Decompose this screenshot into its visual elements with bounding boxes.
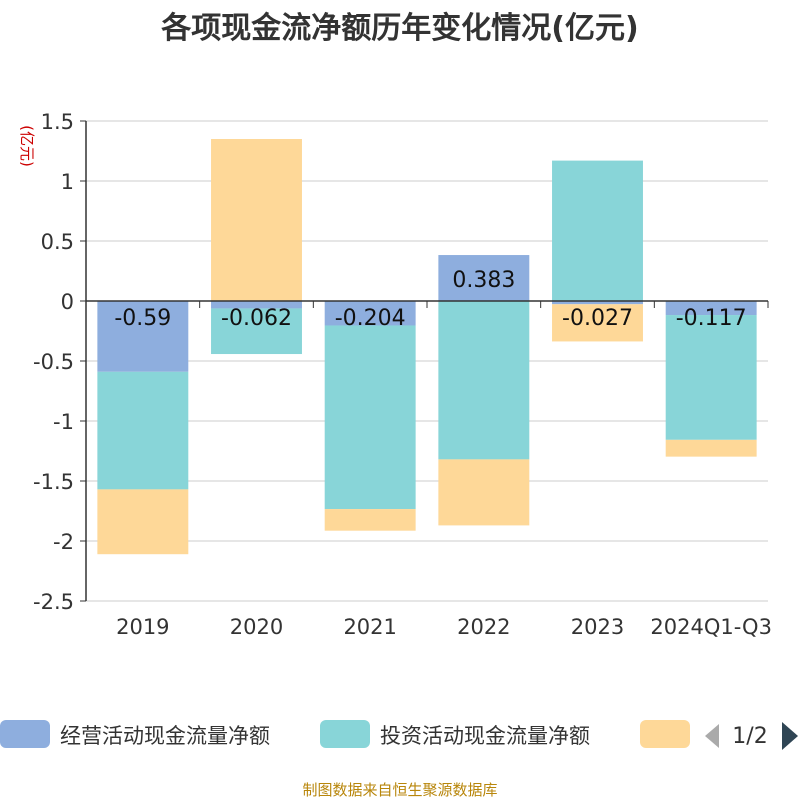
y-tick-label: 1.5 — [41, 110, 74, 134]
data-label: -0.062 — [221, 306, 292, 331]
y-axis-unit: (亿元) — [18, 125, 36, 167]
x-tick-label: 2021 — [343, 615, 396, 639]
bar-series2-2020 — [211, 308, 302, 355]
y-tick-label: -2 — [53, 530, 74, 554]
y-tick-label: 0.5 — [41, 230, 74, 254]
bar-series2-2021 — [324, 325, 416, 510]
bar-series3-2024Q1-Q3 — [665, 439, 757, 457]
grid-lines — [86, 120, 768, 602]
bar-series1-2021 — [324, 301, 416, 326]
data-labels-layer: -0.59 -0.062 -0.204 0.383 -0.027 -0.117 — [114, 268, 746, 331]
bar-series3-2021 — [324, 509, 416, 531]
data-source: 制图数据来自恒生聚源数据库 — [302, 781, 497, 799]
legend-label-2[interactable]: 投资活动现金流量净额 — [380, 724, 590, 748]
bar-series3-2023 — [552, 304, 643, 342]
x-tick-label: 2024Q1-Q3 — [650, 615, 772, 639]
legend-page-number: 1/2 — [732, 724, 767, 749]
data-label: -0.027 — [562, 306, 633, 331]
legend: 经营活动现金流量净额 投资活动现金流量净额 — [0, 720, 690, 748]
legend-swatch-3[interactable] — [640, 720, 690, 748]
chart-title: 各项现金流净额历年变化情况(亿元) — [160, 11, 638, 46]
bar-series2-2023 — [552, 160, 643, 301]
bar-series1-2020 — [211, 301, 302, 309]
legend-pager: 1/2 — [705, 722, 798, 750]
bar-series2-2019 — [97, 371, 189, 490]
bar-series1-2024Q1-Q3 — [665, 301, 757, 316]
bar-series3-2022 — [438, 459, 530, 526]
bar-series3-2019 — [97, 489, 189, 555]
bar-series2-2024Q1-Q3 — [665, 315, 757, 440]
x-tick-label: 2020 — [230, 615, 283, 639]
bar-series1-2022 — [438, 255, 530, 301]
x-tick-label: 2022 — [457, 615, 510, 639]
bar-series1-2019 — [97, 301, 189, 372]
y-tick-label: -1.5 — [33, 470, 74, 494]
x-tick-label: 2019 — [116, 615, 169, 639]
data-label: -0.204 — [335, 306, 406, 331]
bar-series3-2020 — [211, 139, 302, 301]
legend-swatch-2[interactable] — [320, 720, 370, 748]
axes-layer: 1.5 1 0.5 0 -0.5 -1 -1.5 -2 -2.5 2019 2020 2021 2022… — [33, 110, 772, 639]
legend-label-1[interactable]: 经营活动现金流量净额 — [60, 724, 270, 748]
x-tick-label: 2023 — [571, 615, 624, 639]
y-tick-label: 0 — [61, 290, 74, 314]
data-label: -0.59 — [114, 306, 171, 331]
y-tick-label: -0.5 — [33, 350, 74, 374]
bar-series2-2022 — [438, 301, 530, 460]
y-tick-label: 1 — [61, 170, 74, 194]
legend-swatch-1[interactable] — [0, 720, 50, 748]
y-tick-label: -2.5 — [33, 590, 74, 614]
y-tick-label: -1 — [53, 410, 74, 434]
bar-series1-2023 — [552, 301, 643, 305]
bars-layer — [97, 139, 757, 555]
legend-prev-arrow-icon[interactable] — [705, 724, 719, 748]
data-label: -0.117 — [676, 306, 747, 331]
legend-next-arrow-icon[interactable] — [782, 722, 798, 750]
data-label: 0.383 — [452, 268, 515, 293]
